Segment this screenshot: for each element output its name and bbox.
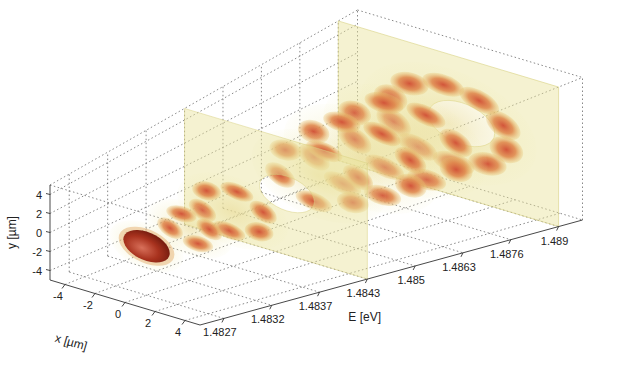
mode-lobe <box>390 169 432 203</box>
x-tick-label: 0 <box>115 308 121 320</box>
mode-lobe <box>123 225 169 268</box>
e-tick-label: 1.489 <box>541 235 569 247</box>
mode-lobe <box>119 220 175 272</box>
mode-halo <box>109 212 183 281</box>
e-tick-label: 1.4837 <box>299 300 333 312</box>
y-tick-label: 2 <box>36 208 42 220</box>
y-tick-label: -4 <box>32 265 42 277</box>
mode-lobe <box>179 235 217 253</box>
mode-lobe <box>245 200 282 224</box>
x-tick-label: -2 <box>83 299 93 311</box>
tick <box>62 285 65 289</box>
mode-lobe <box>219 178 255 206</box>
y-axis-label: y [µm] <box>5 216 19 249</box>
tick <box>557 227 559 231</box>
e-tick-label: 1.4843 <box>347 287 381 299</box>
y-tick-label: 4 <box>36 189 42 201</box>
tick <box>122 303 125 307</box>
mode-lobe <box>401 97 450 133</box>
box-edge <box>582 78 583 221</box>
tick <box>365 279 367 283</box>
e-tick-label: 1.4863 <box>442 261 476 273</box>
chart: -4 -2 0 2 4 -4 -2 0 2 4 1.4827 1.4832 1.4837 1.4843 1.… <box>0 0 642 368</box>
tick <box>152 312 155 316</box>
tick <box>182 321 185 325</box>
x-tick-label: 2 <box>145 317 151 329</box>
e-tick-label: 1.4832 <box>251 313 285 325</box>
tick <box>46 270 50 271</box>
x-tick-label: 4 <box>175 326 181 338</box>
tick <box>461 253 463 257</box>
y-tick-label: -2 <box>32 246 42 258</box>
x-axis-label: x [µm] <box>53 331 89 354</box>
mode-lobe <box>358 117 405 151</box>
mode-lobe <box>239 218 280 245</box>
tick <box>46 194 50 195</box>
x-tick-label: -4 <box>53 290 63 302</box>
tick <box>270 305 272 309</box>
tick <box>46 213 50 214</box>
grid-line <box>107 152 108 256</box>
grid-line <box>69 272 224 318</box>
e-tick-label: 1.485 <box>397 274 425 286</box>
grid-line <box>69 174 70 272</box>
e-axis-line <box>200 220 583 325</box>
y-tick-label: 0 <box>36 227 42 239</box>
mode-slice <box>109 212 183 281</box>
e-axis-label: E [eV] <box>348 310 381 324</box>
tick <box>92 294 95 298</box>
mode-lobe <box>389 146 432 174</box>
mode-lobe <box>480 110 527 140</box>
tick <box>413 266 415 270</box>
e-tick-label: 1.4827 <box>203 326 237 338</box>
tick <box>46 251 50 252</box>
tick <box>46 232 50 233</box>
mode-lobe <box>486 131 528 168</box>
e-tick-label: 1.4876 <box>490 248 524 260</box>
mode-lobe <box>433 128 478 157</box>
tick <box>509 240 511 244</box>
tick <box>222 318 224 322</box>
tick <box>318 292 320 296</box>
x-axis-line <box>50 280 200 325</box>
